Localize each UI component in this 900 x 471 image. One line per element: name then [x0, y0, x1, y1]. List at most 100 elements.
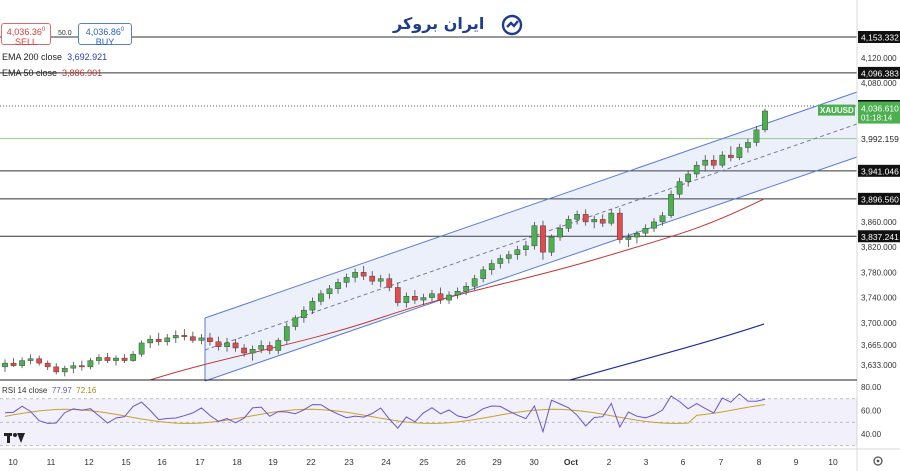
time-tick-label: 25: [419, 457, 429, 467]
price-tick-label: 4,120.000: [861, 54, 897, 63]
time-tick-label: 26: [456, 457, 466, 467]
ema200-value: 3,692.921: [67, 52, 108, 62]
candle-body: [446, 294, 452, 301]
time-tick-label: 12: [84, 457, 94, 467]
candle-body: [61, 367, 68, 373]
candle-body: [326, 288, 333, 294]
buy-price-sup: 0: [120, 27, 125, 33]
candle-body: [488, 263, 495, 271]
time-tick-label: 16: [157, 457, 167, 467]
price-tick-label: 3,820.000: [861, 243, 897, 252]
candle-body: [505, 254, 512, 259]
price-tick-label: 3,665.000: [861, 341, 897, 350]
candle-body: [96, 357, 102, 361]
candle-body: [44, 362, 51, 368]
candle-body: [164, 337, 171, 342]
candle-body: [676, 181, 683, 195]
settings-gear-icon[interactable]: [872, 455, 884, 467]
candle-body: [702, 159, 709, 166]
candle-body: [642, 228, 649, 234]
candle-body: [514, 249, 521, 255]
countdown-label: 01:18:14: [861, 114, 893, 123]
rsi-value: 77.97: [51, 386, 72, 395]
time-tick-label: 7: [719, 457, 724, 467]
broker-logo-text: ایران بروکر: [393, 14, 485, 33]
price-line-label: 3,837.241: [861, 232, 899, 242]
sell-button[interactable]: 4,036.360 SELL: [1, 23, 51, 47]
rsi-label: RSI 14 close: [2, 386, 48, 395]
price-label-bg: [858, 164, 900, 177]
price-tick-label: 3,860.000: [861, 218, 897, 227]
candle-body: [616, 212, 623, 240]
candle-body: [736, 147, 743, 158]
rsi-line: [4, 393, 766, 434]
time-tick-label: 22: [306, 457, 316, 467]
broker-logo: ایران بروکر: [393, 12, 523, 36]
time-tick-label: 18: [232, 457, 242, 467]
candle-body: [710, 159, 717, 166]
ema-lines: [149, 198, 765, 381]
symbol-tag: XAUUSD: [820, 106, 854, 115]
time-tick-label: Oct: [564, 457, 578, 467]
tradingview-logo-icon[interactable]: [4, 431, 26, 445]
candle-body: [403, 296, 410, 303]
rsi-tick-label: 40.00: [861, 430, 882, 439]
candle-body: [215, 341, 222, 347]
time-tick-label: 6: [681, 457, 686, 467]
rsi-legend[interactable]: RSI 14 close 77.97 72.16: [2, 386, 96, 395]
candle-body: [232, 342, 239, 349]
candle-body: [301, 309, 307, 318]
time-tick-label: 29: [492, 457, 502, 467]
candle-body: [198, 337, 205, 341]
candle-body: [471, 278, 478, 287]
ema200-legend[interactable]: EMA 200 close 3,692.921: [2, 52, 107, 62]
sell-price-sup: 0: [41, 27, 46, 33]
time-tick-label: 10: [828, 457, 838, 467]
time-axis[interactable]: 10 11 12 15 16 17 18 19 22 23 24 25 26 29 30 Oct 2 3 6 7 8 9 1…: [0, 448, 900, 467]
candle-body: [343, 277, 350, 283]
rsi-tick-label: 80.00: [861, 383, 882, 392]
ema50-line: [149, 198, 765, 381]
candle-body: [565, 219, 572, 229]
current-price-label: 4,036.610: [861, 104, 899, 114]
symbol-tag-bg: [818, 104, 855, 116]
time-tick-label: 19: [268, 457, 278, 467]
ema200-line: [569, 323, 765, 381]
regression-channel: [204, 91, 858, 382]
time-tick-label: 24: [381, 457, 391, 467]
candle-body: [224, 342, 230, 347]
candle-body: [497, 258, 504, 264]
candle-body: [693, 164, 700, 175]
candle-body: [651, 221, 657, 229]
time-tick-label: 23: [344, 457, 354, 467]
buy-button[interactable]: 4,036.860 BUY: [78, 23, 132, 47]
ema50-label: EMA 50 close: [2, 68, 58, 78]
price-line-label: 3,992.159: [861, 134, 899, 144]
candle-body: [574, 214, 580, 220]
candle-body: [591, 219, 598, 223]
price-label-bg: [858, 192, 900, 205]
candle-body: [27, 358, 34, 361]
candle-body: [480, 269, 487, 279]
price-tick-label: 3,780.000: [861, 268, 897, 277]
candle-body: [113, 357, 119, 361]
candle-body: [608, 212, 615, 224]
candle-body: [352, 272, 358, 278]
candle-body: [2, 362, 8, 368]
time-tick-label: 8: [757, 457, 762, 467]
price-axis[interactable]: 4,153.3324,096.3834,043.9213,992.1593,94…: [818, 0, 900, 471]
time-tick-label: 9: [794, 457, 799, 467]
candle-body: [249, 349, 256, 354]
price-line-label: 4,153.332: [861, 33, 899, 43]
candle-body: [685, 173, 691, 182]
candle-body: [659, 215, 666, 223]
ema50-legend[interactable]: EMA 50 close 3,886.901: [2, 68, 102, 78]
candle-body: [386, 278, 393, 288]
ema200-label: EMA 200 close: [2, 52, 63, 62]
candle-body: [283, 326, 290, 341]
price-lines: [0, 36, 857, 237]
broker-logo-icon: [501, 14, 523, 36]
candle-body: [582, 214, 589, 223]
candle-body: [745, 142, 751, 148]
